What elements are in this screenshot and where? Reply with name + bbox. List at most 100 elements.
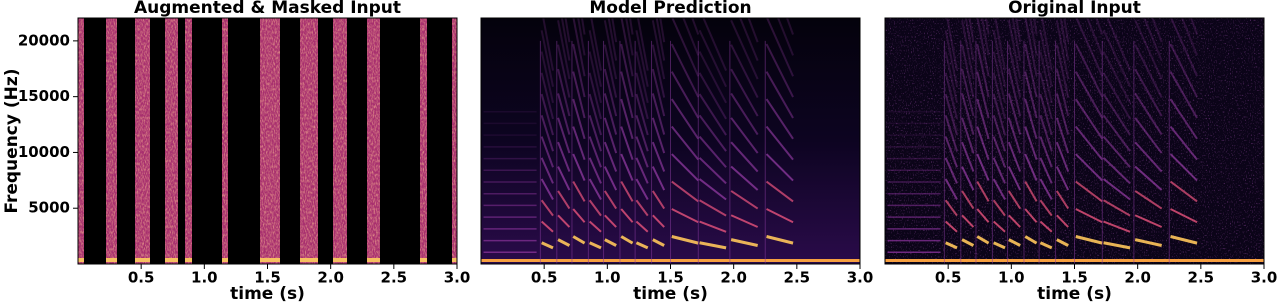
harmonic [944, 115, 958, 152]
harmonic [766, 208, 794, 224]
x-tick-label: 1.5 [657, 269, 684, 287]
harmonic [1102, 51, 1131, 104]
harmonic [588, 115, 602, 152]
harmonic [1007, 20, 1022, 80]
harmonic [730, 19, 759, 80]
harmonic [1170, 18, 1198, 77]
low-band [78, 258, 457, 262]
harmonic [557, 238, 571, 247]
harmonic [976, 126, 990, 161]
harmonic [698, 114, 727, 152]
harmonic [1102, 157, 1131, 185]
harmonic [1102, 72, 1131, 120]
harmonic [620, 43, 634, 98]
harmonic [590, 18, 602, 71]
harmonic [992, 51, 1006, 104]
harmonic [1007, 190, 1022, 210]
harmonic [635, 30, 649, 87]
x-tick-label: 2.0 [720, 269, 747, 287]
y-tick-label: 20000 [18, 31, 70, 49]
harmonic [1033, 18, 1038, 35]
time-mask [150, 18, 165, 264]
harmonic [1169, 153, 1198, 182]
harmonic [572, 181, 586, 202]
harmonic [1059, 18, 1070, 61]
x-axis-label: time (s) [1037, 284, 1112, 304]
harmonic [557, 44, 571, 98]
harmonic [540, 115, 554, 152]
harmonic [620, 18, 634, 77]
harmonic [541, 241, 554, 250]
harmonic [1056, 214, 1069, 228]
harmonic [1055, 44, 1070, 98]
harmonic [540, 30, 554, 87]
harmonic [1039, 72, 1053, 120]
time-mask [380, 18, 420, 264]
harmonic [699, 220, 727, 233]
harmonic [698, 72, 727, 120]
harmonic [670, 71, 700, 119]
harmonic [603, 20, 618, 80]
harmonic [961, 141, 975, 172]
harmonic [651, 141, 666, 172]
harmonic [1095, 18, 1104, 35]
harmonic [1055, 117, 1070, 154]
x-tick-label: 2.0 [317, 269, 344, 287]
harmonic [961, 190, 975, 210]
harmonic [944, 136, 958, 168]
harmonic [540, 220, 554, 233]
harmonic [765, 153, 794, 182]
harmonic [603, 44, 618, 98]
harmonic [1007, 141, 1022, 172]
harmonic [1075, 153, 1104, 182]
harmonic [572, 71, 586, 119]
harmonic [1063, 18, 1070, 43]
harmonic [992, 199, 1006, 217]
harmonic [577, 18, 586, 56]
time-mask [318, 18, 333, 264]
harmonic [1055, 141, 1070, 172]
harmonic [961, 20, 975, 80]
harmonic [581, 18, 586, 35]
x-tick-label: 3.0 [847, 269, 874, 287]
harmonic [964, 18, 975, 61]
spectrogram-image [78, 18, 457, 264]
time-mask [427, 18, 452, 264]
harmonic [557, 190, 571, 210]
harmonic [1134, 165, 1163, 191]
harmonic [620, 126, 634, 161]
harmonic [1029, 18, 1038, 56]
harmonic [1039, 93, 1053, 136]
harmonic [635, 115, 649, 152]
x-tick-label: 2.5 [784, 269, 811, 287]
harmonic [651, 93, 666, 135]
harmonic [1007, 166, 1022, 191]
harmonic [603, 117, 618, 154]
harmonic [1151, 18, 1163, 43]
harmonic [699, 241, 727, 250]
harmonic [542, 18, 554, 71]
harmonic [635, 241, 649, 250]
harmonic [739, 18, 759, 61]
harmonic [961, 117, 975, 154]
harmonic [540, 157, 554, 184]
harmonic [620, 181, 634, 202]
harmonic [1134, 214, 1163, 228]
harmonic [1024, 18, 1038, 77]
harmonic [620, 153, 634, 181]
harmonic [1134, 19, 1163, 80]
harmonic [1171, 0, 1198, 14]
harmonic [651, 190, 666, 210]
x-axis-label: time (s) [633, 284, 708, 304]
harmonic [702, 18, 728, 71]
harmonic [1169, 180, 1198, 203]
harmonic [603, 93, 618, 135]
harmonic [603, 141, 618, 172]
harmonic [1075, 18, 1104, 77]
harmonic [765, 43, 794, 98]
harmonic [670, 43, 700, 98]
x-tick-label: 0.5 [531, 269, 558, 287]
harmonic [540, 178, 554, 201]
harmonic [992, 136, 1006, 168]
harmonic [1007, 68, 1022, 117]
